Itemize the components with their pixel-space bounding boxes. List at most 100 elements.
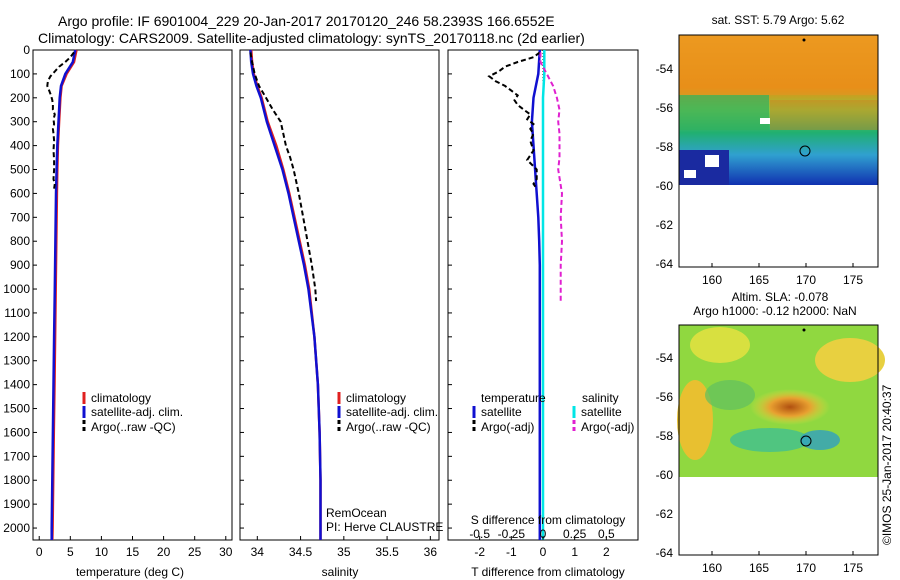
- series-line-argo-raw-qc-: [46, 51, 75, 189]
- sla-map: [677, 324, 885, 556]
- x-tick-label: 20: [157, 545, 171, 559]
- figure-title-line2: Climatology: CARS2009. Satellite-adjuste…: [38, 30, 585, 46]
- x-tick-label: 34: [251, 545, 265, 559]
- depth-tick-label: 700: [10, 210, 30, 224]
- argo-location-marker: [799, 145, 811, 157]
- s-diff-tick-label: 0.25: [563, 527, 587, 541]
- legend-label-climatology: climatology: [346, 391, 406, 405]
- depth-tick-label: 1900: [3, 497, 30, 511]
- tdiff-xlabel: T difference from climatology: [471, 565, 625, 579]
- sla-lat-ticks: -54 -56 -58 -60 -62 -64: [656, 351, 674, 560]
- series-line-satellite-adj-clim-: [50, 49, 77, 540]
- x-tick-label: 15: [126, 545, 140, 559]
- difference-plot: -2 -1 0 1 2 -0.5 -0.25 0 0.25 0.5: [469, 49, 615, 559]
- legend-label-temperature: temperature: [481, 391, 546, 405]
- lat-tick-label: -54: [656, 351, 674, 365]
- lat-tick-label: -62: [656, 507, 674, 521]
- salinity-xlabel: salinity: [322, 565, 359, 579]
- lon-tick-label: 160: [702, 561, 722, 575]
- lat-tick-label: -64: [656, 257, 674, 271]
- temperature-xlabel: temperature (deg C): [76, 565, 184, 579]
- sla-map-frame: [678, 324, 879, 556]
- depth-tick-label: 1300: [3, 354, 30, 368]
- x-tick-label: 5: [67, 545, 74, 559]
- credit-pi: PI: Herve CLAUSTRE: [326, 520, 443, 534]
- temperature-legend: climatology satellite-adj. clim. Argo(..…: [82, 391, 183, 434]
- temperature-panel-frame: [32, 49, 233, 541]
- difference-legend: temperature salinity satellite Argo(-adj…: [472, 391, 634, 434]
- lon-tick-label: 160: [702, 273, 722, 287]
- legend-label-climatology: climatology: [91, 391, 151, 405]
- depth-tick-label: 2000: [3, 521, 30, 535]
- depth-tick-label: 800: [10, 234, 30, 248]
- series-line-salinity-argo-adj-: [539, 52, 564, 301]
- sla-map-title-2: Argo h1000: -0.12 h2000: NaN: [693, 304, 856, 318]
- legend-label-t-argo: Argo(-adj): [481, 420, 534, 434]
- depth-tick-label: 1400: [3, 378, 30, 392]
- depth-tick-label: 1100: [4, 306, 30, 320]
- figure-title-line1: Argo profile: IF 6901004_229 20-Jan-2017…: [58, 13, 555, 29]
- depth-axis: 0 100 200 300 400 500 600 700 800 900 1000 1100 1200…: [3, 43, 452, 535]
- legend-label-satellite: satellite-adj. clim.: [346, 405, 438, 419]
- lon-tick-label: 170: [796, 561, 816, 575]
- sla-map-title-1: Altim. SLA: -0.078: [732, 290, 829, 304]
- lat-tick-label: -64: [656, 546, 674, 560]
- t-diff-tick-label: -1: [506, 545, 517, 559]
- legend-label-satellite: satellite-adj. clim.: [91, 405, 183, 419]
- sst-lon-ticks: 160 165 170 175: [702, 263, 863, 287]
- t-diff-tick-label: 0: [540, 545, 547, 559]
- depth-tick-label: 200: [10, 91, 30, 105]
- s-diff-tick-label: 0: [540, 527, 547, 541]
- sst-lat-ticks: -54 -56 -58 -60 -62 -64: [656, 62, 674, 271]
- temperature-plot: 0 5 10 15 20 25 30: [36, 49, 233, 559]
- x-tick-label: 36: [424, 545, 438, 559]
- lon-tick-label: 175: [843, 273, 863, 287]
- sst-map: [678, 34, 879, 268]
- lat-tick-label: -60: [656, 468, 674, 482]
- series-line-satellite-adj-clim-: [249, 49, 322, 540]
- x-tick-label: 35.5: [375, 545, 399, 559]
- t-diff-tick-label: 1: [571, 545, 578, 559]
- argo-location-marker: [800, 435, 812, 447]
- lon-tick-label: 175: [843, 561, 863, 575]
- x-tick-label: 25: [188, 545, 202, 559]
- t-diff-tick-label: 2: [603, 545, 610, 559]
- sst-map-frame: [678, 34, 879, 268]
- salinity-panel-frame: [239, 49, 440, 541]
- depth-tick-label: 600: [10, 186, 30, 200]
- legend-label-t-satellite: satellite: [481, 405, 522, 419]
- lat-tick-label: -60: [656, 179, 674, 193]
- legend-label-argo: Argo(..raw -QC): [91, 420, 176, 434]
- legend-label-s-satellite: satellite: [581, 405, 622, 419]
- series-line-temperature-argo-adj-: [487, 51, 541, 190]
- depth-tick-label: 1700: [3, 449, 30, 463]
- lon-tick-label: 165: [749, 561, 769, 575]
- depth-tick-label: 900: [10, 258, 30, 272]
- depth-tick-label: 1600: [3, 425, 30, 439]
- x-tick-label: 35: [337, 545, 351, 559]
- depth-tick-label: 500: [10, 163, 30, 177]
- series-line-temperature-satellite: [530, 49, 542, 540]
- depth-tick-label: 400: [10, 139, 30, 153]
- s-diff-tick-label: 0.5: [598, 527, 615, 541]
- t-diff-tick-label: -2: [474, 545, 485, 559]
- sdiff-xlabel: S difference from climatology: [471, 513, 626, 527]
- imos-watermark: ©IMOS 25-Jan-2017 20:40:37: [880, 384, 894, 545]
- legend-label-argo: Argo(..raw -QC): [346, 420, 431, 434]
- x-tick-label: 0: [36, 545, 43, 559]
- lat-tick-label: -54: [656, 62, 674, 76]
- lat-tick-label: -56: [656, 101, 674, 115]
- lon-tick-label: 165: [749, 273, 769, 287]
- x-tick-label: 30: [219, 545, 233, 559]
- depth-tick-label: 1200: [3, 330, 30, 344]
- s-diff-tick-label: -0.5: [469, 527, 490, 541]
- series-line-salinity-satellite: [541, 50, 546, 540]
- legend-label-s-argo: Argo(-adj): [581, 420, 634, 434]
- depth-tick-label: 0: [23, 43, 30, 57]
- legend-label-salinity: salinity: [582, 391, 619, 405]
- depth-tick-label: 1800: [3, 473, 30, 487]
- credit-project: RemOcean: [326, 506, 387, 520]
- depth-tick-label: 1000: [3, 282, 30, 296]
- x-tick-label: 34.5: [289, 545, 313, 559]
